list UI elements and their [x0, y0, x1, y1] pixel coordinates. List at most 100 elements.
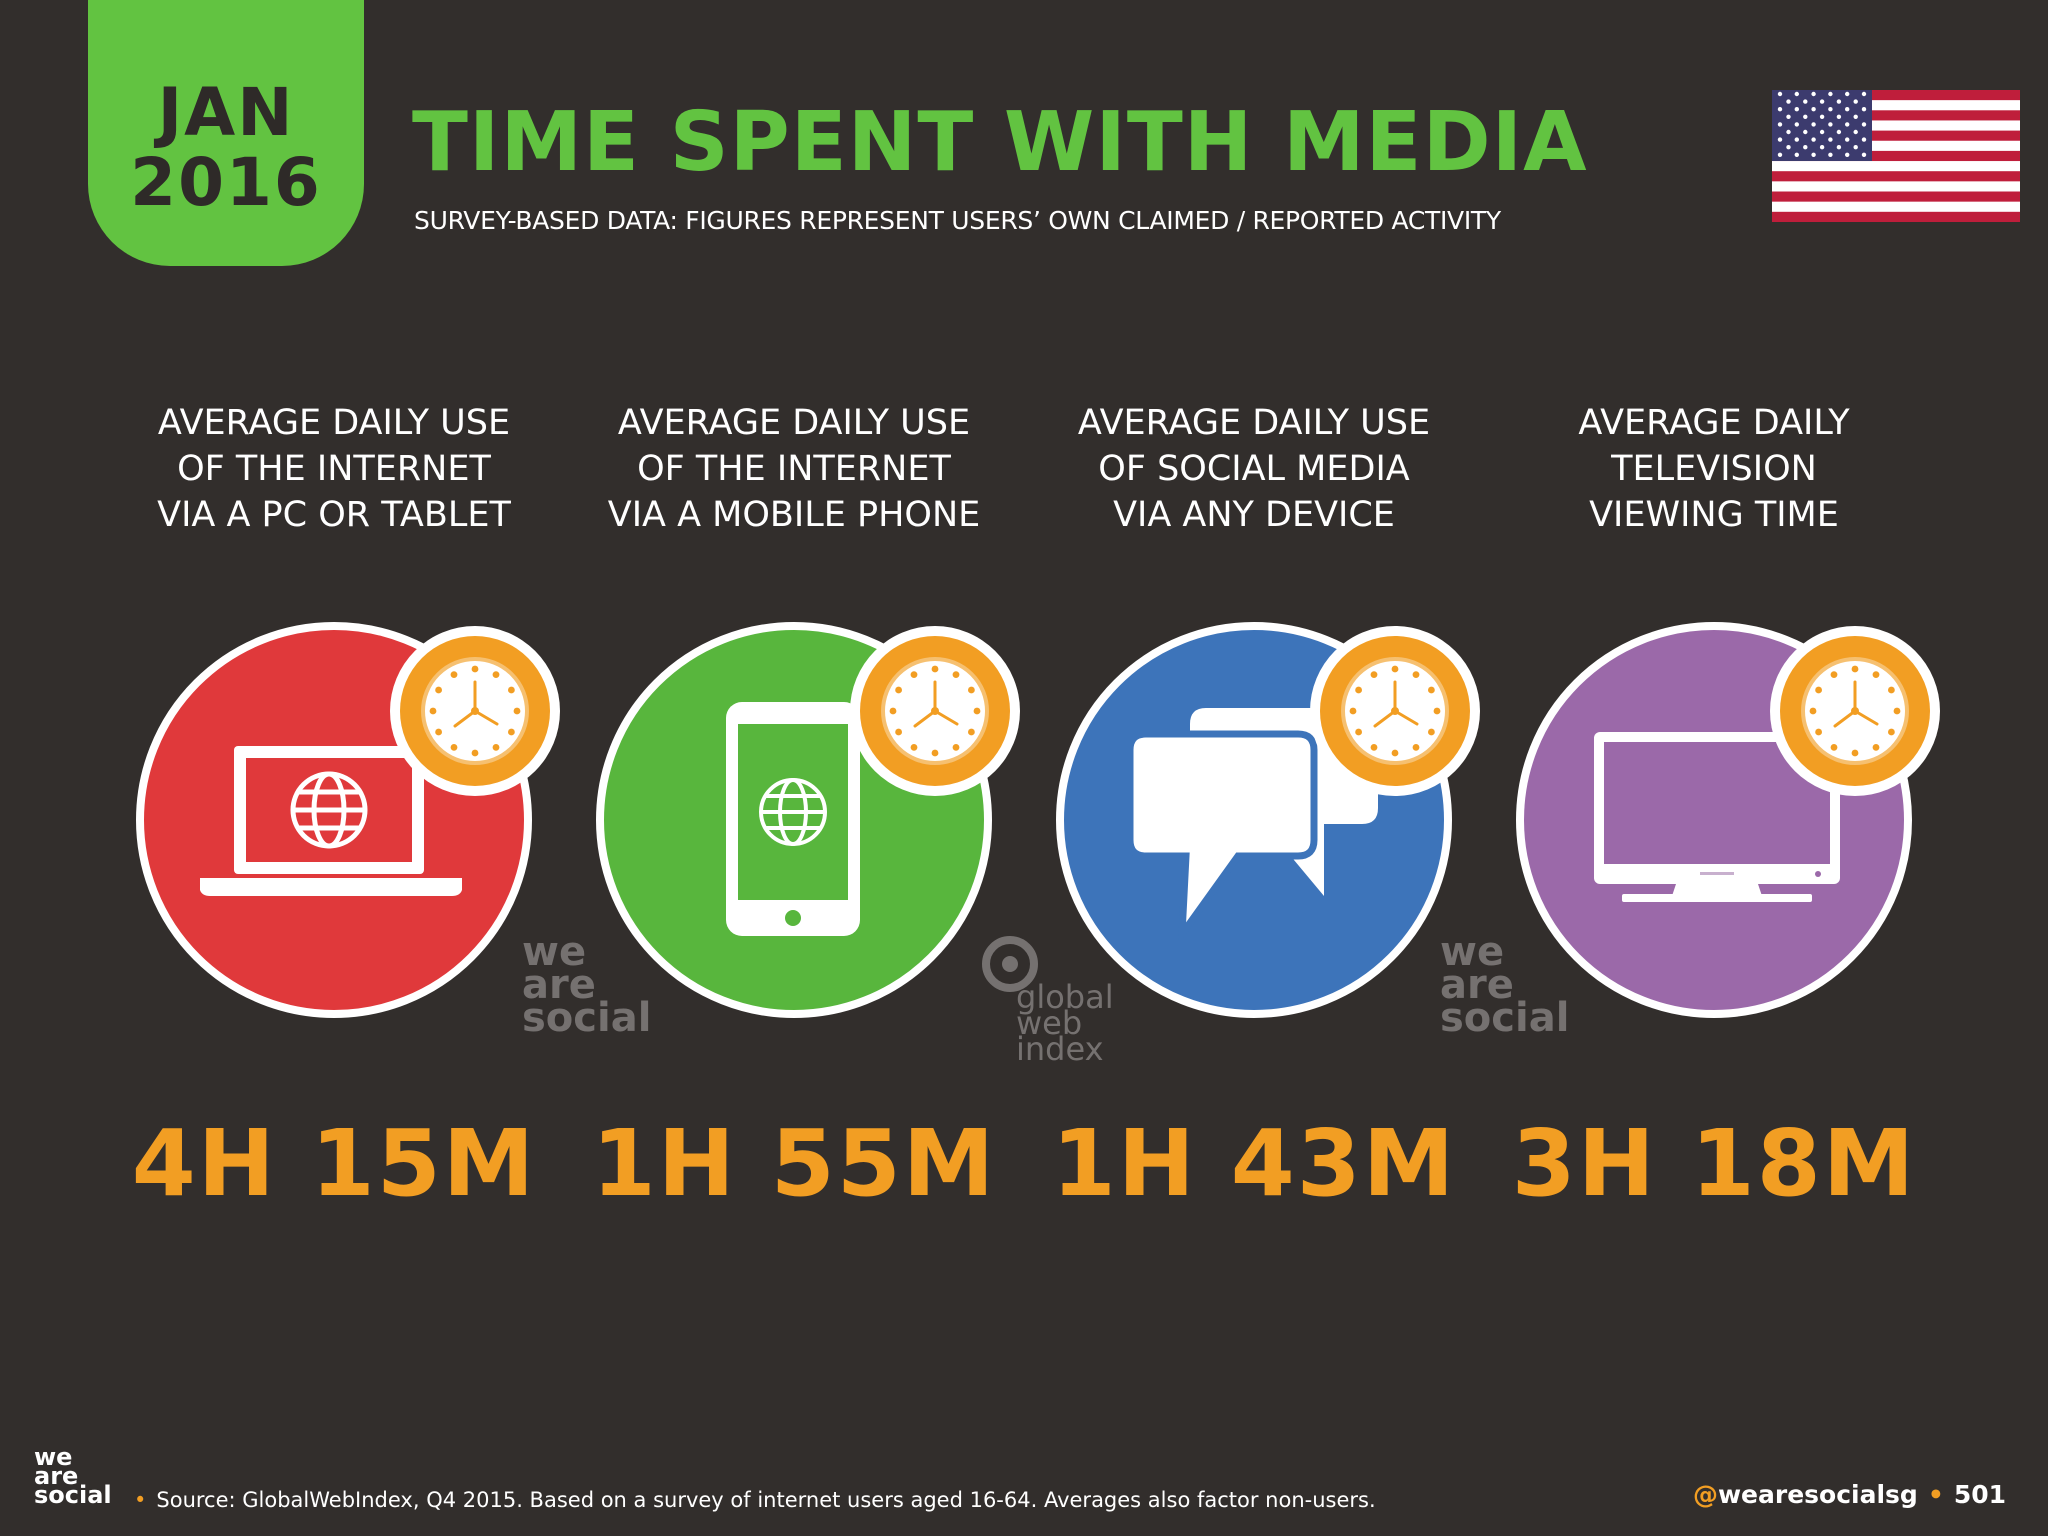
- flag-star: [1853, 99, 1858, 104]
- flag-star: [1861, 107, 1867, 112]
- flag-star: [1819, 129, 1825, 135]
- flag-star: [1861, 122, 1867, 127]
- date-year: 2016: [130, 144, 322, 221]
- clock-hour-dot: [1391, 665, 1399, 673]
- clock-hour-dot: [1830, 744, 1838, 751]
- flag-star: [1836, 129, 1842, 135]
- page-subtitle: SURVEY-BASED DATA: FIGURES REPRESENT USE…: [414, 206, 1501, 235]
- clock-hour-dot: [1412, 671, 1420, 678]
- time-value: 1H 43M: [1051, 1110, 1457, 1217]
- clock-hour-dot: [435, 728, 442, 736]
- flag-star: [1811, 152, 1816, 157]
- clock-hour-dot: [1888, 728, 1895, 736]
- flag-star: [1777, 152, 1783, 157]
- flag-star: [1803, 99, 1808, 104]
- we-are-social-watermark: we are social: [522, 929, 652, 1041]
- clock-hour-dot: [952, 744, 960, 751]
- clock-hour-dot: [1412, 744, 1420, 751]
- social-handle[interactable]: wearesocialsg: [1717, 1480, 1918, 1509]
- time-value: 3H 18M: [1511, 1110, 1917, 1217]
- flag-star: [1777, 107, 1783, 112]
- clock-hour-dot: [889, 707, 897, 715]
- clock-hour-dot: [508, 686, 515, 694]
- flag-star: [1803, 129, 1808, 135]
- mobile-phone-globe-icon: [726, 702, 860, 936]
- clock-hour-dot: [895, 686, 902, 694]
- clock-hour-dot: [1355, 728, 1362, 736]
- clock-hour-dot: [1428, 686, 1435, 694]
- usa-flag-icon: [1772, 90, 2020, 222]
- flag-star: [1777, 122, 1783, 127]
- bullet-dot-icon: •: [1927, 1480, 1944, 1509]
- clock-hour-dot: [1349, 707, 1357, 715]
- clock-hour-dot: [1355, 686, 1362, 694]
- clock-hour-dot: [973, 707, 981, 715]
- global-web-index-watermark: global web index: [1016, 978, 1114, 1069]
- flag-star: [1861, 91, 1867, 97]
- flag-star: [1853, 114, 1858, 119]
- clock-hour-dot: [508, 728, 515, 736]
- clock-hour-dot: [450, 671, 458, 678]
- flag-star: [1828, 137, 1833, 142]
- flag-star: [1819, 145, 1825, 150]
- flag-star: [1777, 137, 1783, 142]
- footer-handle-group: @wearesocialsg • 501: [1693, 1480, 2006, 1509]
- clock-hour-dot: [968, 686, 975, 694]
- clock-hour-dot: [931, 665, 939, 673]
- flag-star: [1845, 107, 1850, 112]
- page-title: TIME SPENT WITH MEDIA: [412, 95, 1588, 190]
- clock-icon: [850, 626, 1020, 796]
- media-column-social: AVERAGE DAILY USE OF SOCIAL MEDIA VIA AN…: [1024, 0, 1484, 1300]
- flag-star: [1794, 91, 1799, 97]
- clock-hour-dot: [492, 744, 500, 751]
- column-label: AVERAGE DAILY USE OF THE INTERNET VIA A …: [157, 403, 511, 535]
- flag-star: [1786, 114, 1791, 119]
- clock-hour-dot: [492, 671, 500, 678]
- column-label: AVERAGE DAILY USE OF SOCIAL MEDIA VIA AN…: [1077, 403, 1431, 535]
- flag-star: [1828, 107, 1833, 112]
- clock-hour-dot: [513, 707, 521, 715]
- flag-star: [1828, 122, 1833, 127]
- flag-star: [1786, 129, 1791, 135]
- column-label: AVERAGE DAILY TELEVISION VIEWING TIME: [1578, 403, 1850, 535]
- date-month: JAN: [157, 74, 295, 151]
- clock-hour-dot: [1851, 749, 1859, 757]
- clock-hour-dot: [1830, 671, 1838, 678]
- flag-star: [1803, 114, 1808, 119]
- clock-hour-dot: [1815, 686, 1822, 694]
- page-number: 501: [1953, 1480, 2006, 1509]
- flag-star: [1819, 99, 1825, 104]
- time-value: 1H 55M: [591, 1110, 997, 1217]
- clock-hour-dot: [1888, 686, 1895, 694]
- flag-star: [1861, 152, 1867, 157]
- clock-hour-dot: [1872, 744, 1880, 751]
- footer-brand-logo: we are social: [34, 1443, 112, 1510]
- flag-star: [1811, 107, 1816, 112]
- clock-hour-dot: [450, 744, 458, 751]
- clock-hour-dot: [910, 744, 918, 751]
- flag-star: [1811, 137, 1816, 142]
- we-are-social-watermark: we are social: [1440, 929, 1570, 1041]
- global-web-index-logo-icon: [982, 936, 1038, 992]
- source-note: • Source: GlobalWebIndex, Q4 2015. Based …: [134, 1488, 1376, 1512]
- clock-hour-dot: [429, 707, 437, 715]
- clock-hour-dot: [952, 671, 960, 678]
- flag-star: [1845, 91, 1850, 97]
- clock-hour-dot: [931, 749, 939, 757]
- clock-hour-dot: [435, 686, 442, 694]
- date-tab: JAN 2016: [88, 0, 364, 266]
- flag-star: [1786, 145, 1791, 150]
- clock-hour-dot: [1815, 728, 1822, 736]
- clock-hour-dot: [1428, 728, 1435, 736]
- flag-star: [1845, 152, 1850, 157]
- flag-star: [1845, 122, 1850, 127]
- clock-icon: [1310, 626, 1480, 796]
- flag-star: [1828, 91, 1833, 97]
- time-value: 4H 15M: [131, 1110, 537, 1217]
- flag-star: [1853, 145, 1858, 150]
- flag-star: [1811, 91, 1816, 97]
- clock-hour-dot: [910, 671, 918, 678]
- source-text: Source: GlobalWebIndex, Q4 2015. Based o…: [156, 1488, 1376, 1512]
- flag-star: [1836, 114, 1842, 119]
- flag-star: [1853, 129, 1858, 135]
